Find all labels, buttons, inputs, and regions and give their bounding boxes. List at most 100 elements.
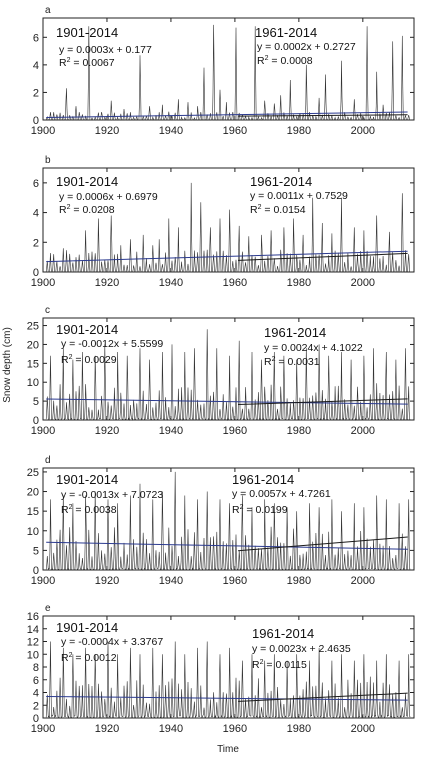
y-tick-label: 0 xyxy=(33,565,39,577)
x-tick-label: 1900 xyxy=(31,125,55,137)
x-tick-label: 2000 xyxy=(351,277,375,289)
y-tick-label: 20 xyxy=(27,339,39,351)
fit-r-squared: R2 = 0.0008 xyxy=(257,55,313,67)
panel-letter: b xyxy=(45,155,51,166)
y-tick-label: 4 xyxy=(33,60,39,72)
x-tick-label: 2000 xyxy=(351,425,375,437)
x-tick-label: 1940 xyxy=(159,425,183,437)
trend-line-full xyxy=(46,250,408,263)
fit-equation: y = 0.0023x + 2.4635 xyxy=(252,643,351,655)
x-tick-label: 1960 xyxy=(223,277,247,289)
y-tick-label: 5 xyxy=(33,396,39,408)
fit-r-squared: R2 = 0.0031 xyxy=(264,356,320,368)
panel-b: b 0 2 4 6 1900 1920 1940 1960 1980 2000 1901-2014 y … xyxy=(31,155,415,289)
y-tick-label: 6 xyxy=(33,32,39,44)
y-tick-label: 10 xyxy=(27,649,39,661)
x-tick-label: 1960 xyxy=(223,575,247,587)
y-tick-label: 25 xyxy=(27,467,39,479)
x-tick-label: 1980 xyxy=(287,125,311,137)
y-tick-label: 20 xyxy=(27,487,39,499)
trend-line-full xyxy=(46,541,408,550)
period-label: 1961-2014 xyxy=(232,472,294,487)
period-label: 1901-2014 xyxy=(56,322,118,337)
period-label: 1961-2014 xyxy=(255,25,317,40)
fit-equation: y = -0.0012x + 5.5599 xyxy=(61,338,163,350)
period-label: 1901-2014 xyxy=(56,25,118,40)
x-tick-label: 2000 xyxy=(351,575,375,587)
fit-r-squared: R2 = 0.0199 xyxy=(232,504,288,516)
series-line xyxy=(45,641,411,720)
x-tick-label: 1960 xyxy=(223,125,247,137)
fit-r-squared: R2 = 0.0012 xyxy=(61,652,117,664)
fit-equation: y = -0.0004x + 3.3767 xyxy=(61,636,163,648)
fit-r-squared: R2 = 0.0208 xyxy=(59,204,115,216)
x-tick-label: 1920 xyxy=(95,575,119,587)
y-tick-label: 15 xyxy=(27,506,39,518)
period-label: 1961-2014 xyxy=(250,174,312,189)
x-tick-label: 1900 xyxy=(31,723,55,735)
trend-line-full xyxy=(46,398,408,405)
x-tick-label: 1940 xyxy=(159,125,183,137)
y-tick-label: 14 xyxy=(27,624,39,636)
x-tick-label: 1960 xyxy=(223,723,247,735)
trend-line-full xyxy=(46,111,408,119)
x-tick-label: 1920 xyxy=(95,125,119,137)
period-label: 1961-2014 xyxy=(264,325,326,340)
y-tick-label: 2 xyxy=(33,87,39,99)
y-tick-label: 0 xyxy=(33,115,39,127)
x-tick-label: 1900 xyxy=(31,277,55,289)
y-tick-label: 4 xyxy=(33,688,39,700)
x-tick-label: 1940 xyxy=(159,723,183,735)
fit-equation: y = 0.0024x + 4.1022 xyxy=(264,342,363,354)
fit-r-squared: R2 = 0.0038 xyxy=(61,504,117,516)
fit-equation: y = 0.0057x + 4.7261 xyxy=(232,488,331,500)
panel-letter: d xyxy=(45,455,51,466)
fit-equation: y = 0.0011x + 0.7529 xyxy=(250,190,348,202)
x-tick-label: 1980 xyxy=(287,723,311,735)
period-label: 1901-2014 xyxy=(56,472,118,487)
x-tick-label: 1980 xyxy=(287,425,311,437)
y-tick-label: 16 xyxy=(27,611,39,623)
fit-equation: y = 0.0006x + 0.6979 xyxy=(59,191,158,203)
x-tick-label: 1940 xyxy=(159,277,183,289)
y-tick-label: 5 xyxy=(33,545,39,557)
x-tick-label: 1920 xyxy=(95,723,119,735)
x-tick-label: 1980 xyxy=(287,575,311,587)
trend-line-recent xyxy=(238,692,408,702)
x-tick-label: 1900 xyxy=(31,575,55,587)
fit-r-squared: R2 = 0.0154 xyxy=(250,204,306,216)
y-tick-label: 10 xyxy=(27,377,39,389)
panel-a: a 0 2 4 6 1900 1920 1940 1960 1980 2000 1901-2014 y … xyxy=(31,5,415,137)
y-tick-label: 25 xyxy=(27,321,39,333)
panel-letter: c xyxy=(45,305,50,316)
y-tick-label: 6 xyxy=(33,178,39,190)
x-tick-label: 1900 xyxy=(31,425,55,437)
y-tick-label: 6 xyxy=(33,675,39,687)
panel-c: c 0 5 10 15 20 25 1900 1920 1940 1960 1980 2000 1901-… xyxy=(27,305,415,437)
fit-r-squared: R2 = 0.0115 xyxy=(252,659,307,671)
y-tick-label: 8 xyxy=(33,662,39,674)
panel-d: d 0 5 10 15 20 25 1900 1920 1940 1960 1980 2000 1901-… xyxy=(27,455,415,587)
y-tick-label: 12 xyxy=(27,637,39,649)
y-tick-label: 2 xyxy=(33,237,39,249)
y-tick-label: 0 xyxy=(33,713,39,725)
trend-line-recent xyxy=(238,398,408,406)
fit-equation: y = -0.0013x + 7.0723 xyxy=(61,489,163,501)
series-line xyxy=(45,24,411,121)
y-tick-label: 2 xyxy=(33,700,39,712)
x-tick-label: 1960 xyxy=(223,425,247,437)
y-tick-label: 0 xyxy=(33,415,39,427)
period-label: 1961-2014 xyxy=(252,626,314,641)
plot-frame xyxy=(42,467,415,571)
y-tick-label: 10 xyxy=(27,526,39,538)
series-line xyxy=(45,329,411,422)
panel-letter: a xyxy=(45,5,51,16)
x-tick-label: 2000 xyxy=(351,723,375,735)
trend-line-recent xyxy=(238,252,408,261)
x-tick-label: 1940 xyxy=(159,575,183,587)
x-tick-label: 1920 xyxy=(95,425,119,437)
x-tick-label: 2000 xyxy=(351,125,375,137)
fit-equation: y = 0.0002x + 0.2727 xyxy=(257,41,356,53)
